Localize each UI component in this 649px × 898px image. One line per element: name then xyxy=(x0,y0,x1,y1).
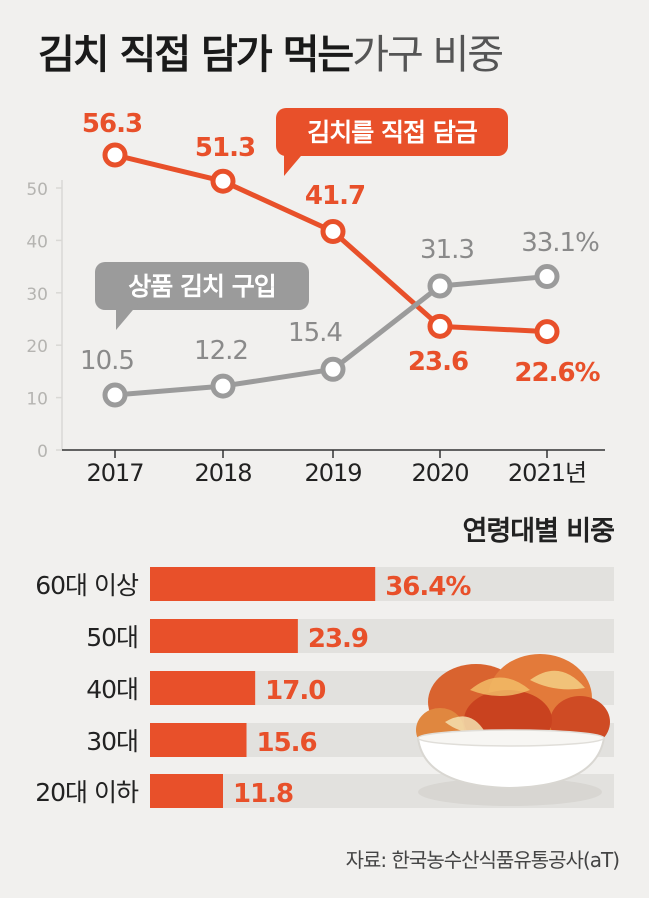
bar-value-label: 36.4% xyxy=(385,572,471,602)
legend-callout-buy xyxy=(95,262,309,310)
legend-callout-pointer xyxy=(116,304,138,330)
source-note: 자료: 한국농수산식품유통공사(aT) xyxy=(345,848,620,872)
data-point xyxy=(534,264,560,290)
bowl-shadow xyxy=(418,778,602,806)
bar-chart-title: 연령대별 비중 xyxy=(463,516,615,547)
bar-value-label: 23.9 xyxy=(308,624,368,654)
y-tick-label: 40 xyxy=(26,232,48,252)
bar-category-label: 30대 xyxy=(86,727,138,756)
y-tick-label: 0 xyxy=(37,442,48,462)
x-tick-label: 2018 xyxy=(194,459,251,487)
bar xyxy=(150,619,298,653)
data-point xyxy=(320,218,346,244)
x-tick-label: 2020 xyxy=(411,459,468,487)
bowl-body xyxy=(416,737,606,790)
data-point xyxy=(210,168,236,194)
kimchi-bowl-illustration xyxy=(416,654,610,806)
bowl-rim xyxy=(417,729,605,747)
y-tick-label: 10 xyxy=(26,390,48,410)
data-label: 33.1% xyxy=(521,228,599,258)
kimchi-leaf-highlight xyxy=(445,716,485,733)
bar xyxy=(150,774,224,808)
kimchi-leaf-highlight xyxy=(470,677,530,696)
y-tick-label: 30 xyxy=(26,285,48,305)
x-tick-label: 2017 xyxy=(86,459,143,487)
kimchi-leaf-highlight xyxy=(530,670,585,690)
bar-category-label: 20대 이하 xyxy=(35,778,139,807)
data-point xyxy=(534,319,560,345)
bar-value-label: 11.8 xyxy=(233,779,293,809)
data-label: 23.6 xyxy=(408,347,468,377)
legend-label-direct: 김치를 직접 담금 xyxy=(307,118,477,147)
legend-callout-pointer xyxy=(284,150,306,176)
data-label: 31.3 xyxy=(420,235,474,265)
data-point xyxy=(102,142,128,168)
x-tick-label: 2019 xyxy=(304,459,361,487)
data-label: 51.3 xyxy=(195,133,255,163)
bar-value-label: 17.0 xyxy=(265,676,325,706)
y-tick-label: 20 xyxy=(26,337,48,357)
data-point xyxy=(210,373,236,399)
data-label: 12.2 xyxy=(194,336,248,366)
data-label: 41.7 xyxy=(305,181,365,211)
data-point xyxy=(427,273,453,299)
legend-label-buy: 상품 김치 구입 xyxy=(128,272,275,301)
bar-category-label: 60대 이상 xyxy=(35,571,139,600)
data-point xyxy=(427,313,453,339)
x-tick-label: 2021년 xyxy=(508,459,586,487)
title-light: 가구 비중 xyxy=(352,32,504,78)
bar-category-label: 40대 xyxy=(86,675,138,704)
title-bold: 김치 직접 담가 먹는 xyxy=(38,32,354,78)
bar xyxy=(150,671,256,705)
chart-title: 김치 직접 담가 먹는가구 비중 xyxy=(38,22,504,80)
legend-callout-direct xyxy=(276,108,508,156)
bar-value-label: 15.6 xyxy=(257,728,317,758)
data-label: 10.5 xyxy=(80,346,134,376)
bar-category-label: 50대 xyxy=(86,623,138,652)
data-point xyxy=(102,382,128,408)
data-label: 56.3 xyxy=(82,109,142,139)
bar xyxy=(150,567,376,601)
bar xyxy=(150,723,247,757)
data-point xyxy=(320,356,346,382)
data-label: 15.4 xyxy=(288,318,342,348)
y-tick-label: 50 xyxy=(26,180,48,200)
data-label: 22.6% xyxy=(514,358,600,388)
